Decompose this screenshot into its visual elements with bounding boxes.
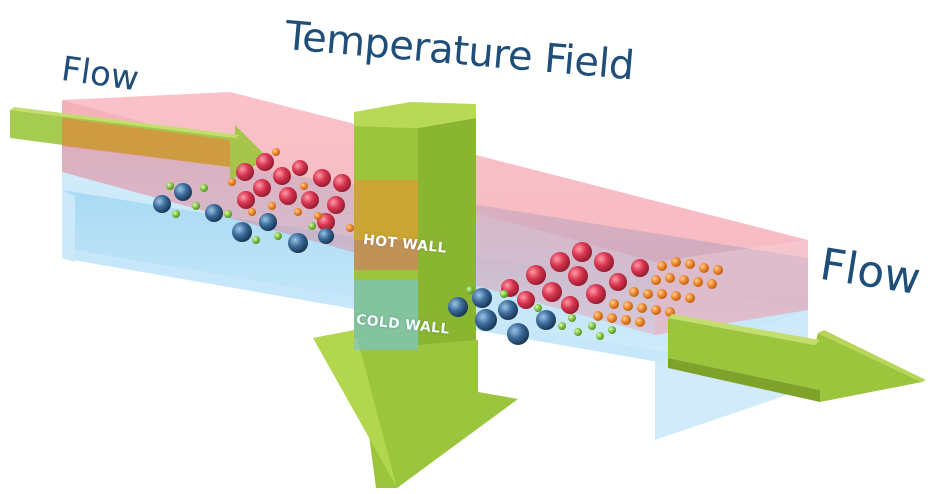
flow-out-arrow [668,314,926,402]
temperature-gradient-arrow [313,330,518,493]
flow-in-label: Flow [58,49,142,100]
particle-cluster-outlet [448,242,723,345]
orange-particle-grid [593,257,723,327]
particle-cluster-inlet [153,148,354,253]
temperature-field-column [354,102,476,350]
flow-in-arrow [10,107,268,180]
